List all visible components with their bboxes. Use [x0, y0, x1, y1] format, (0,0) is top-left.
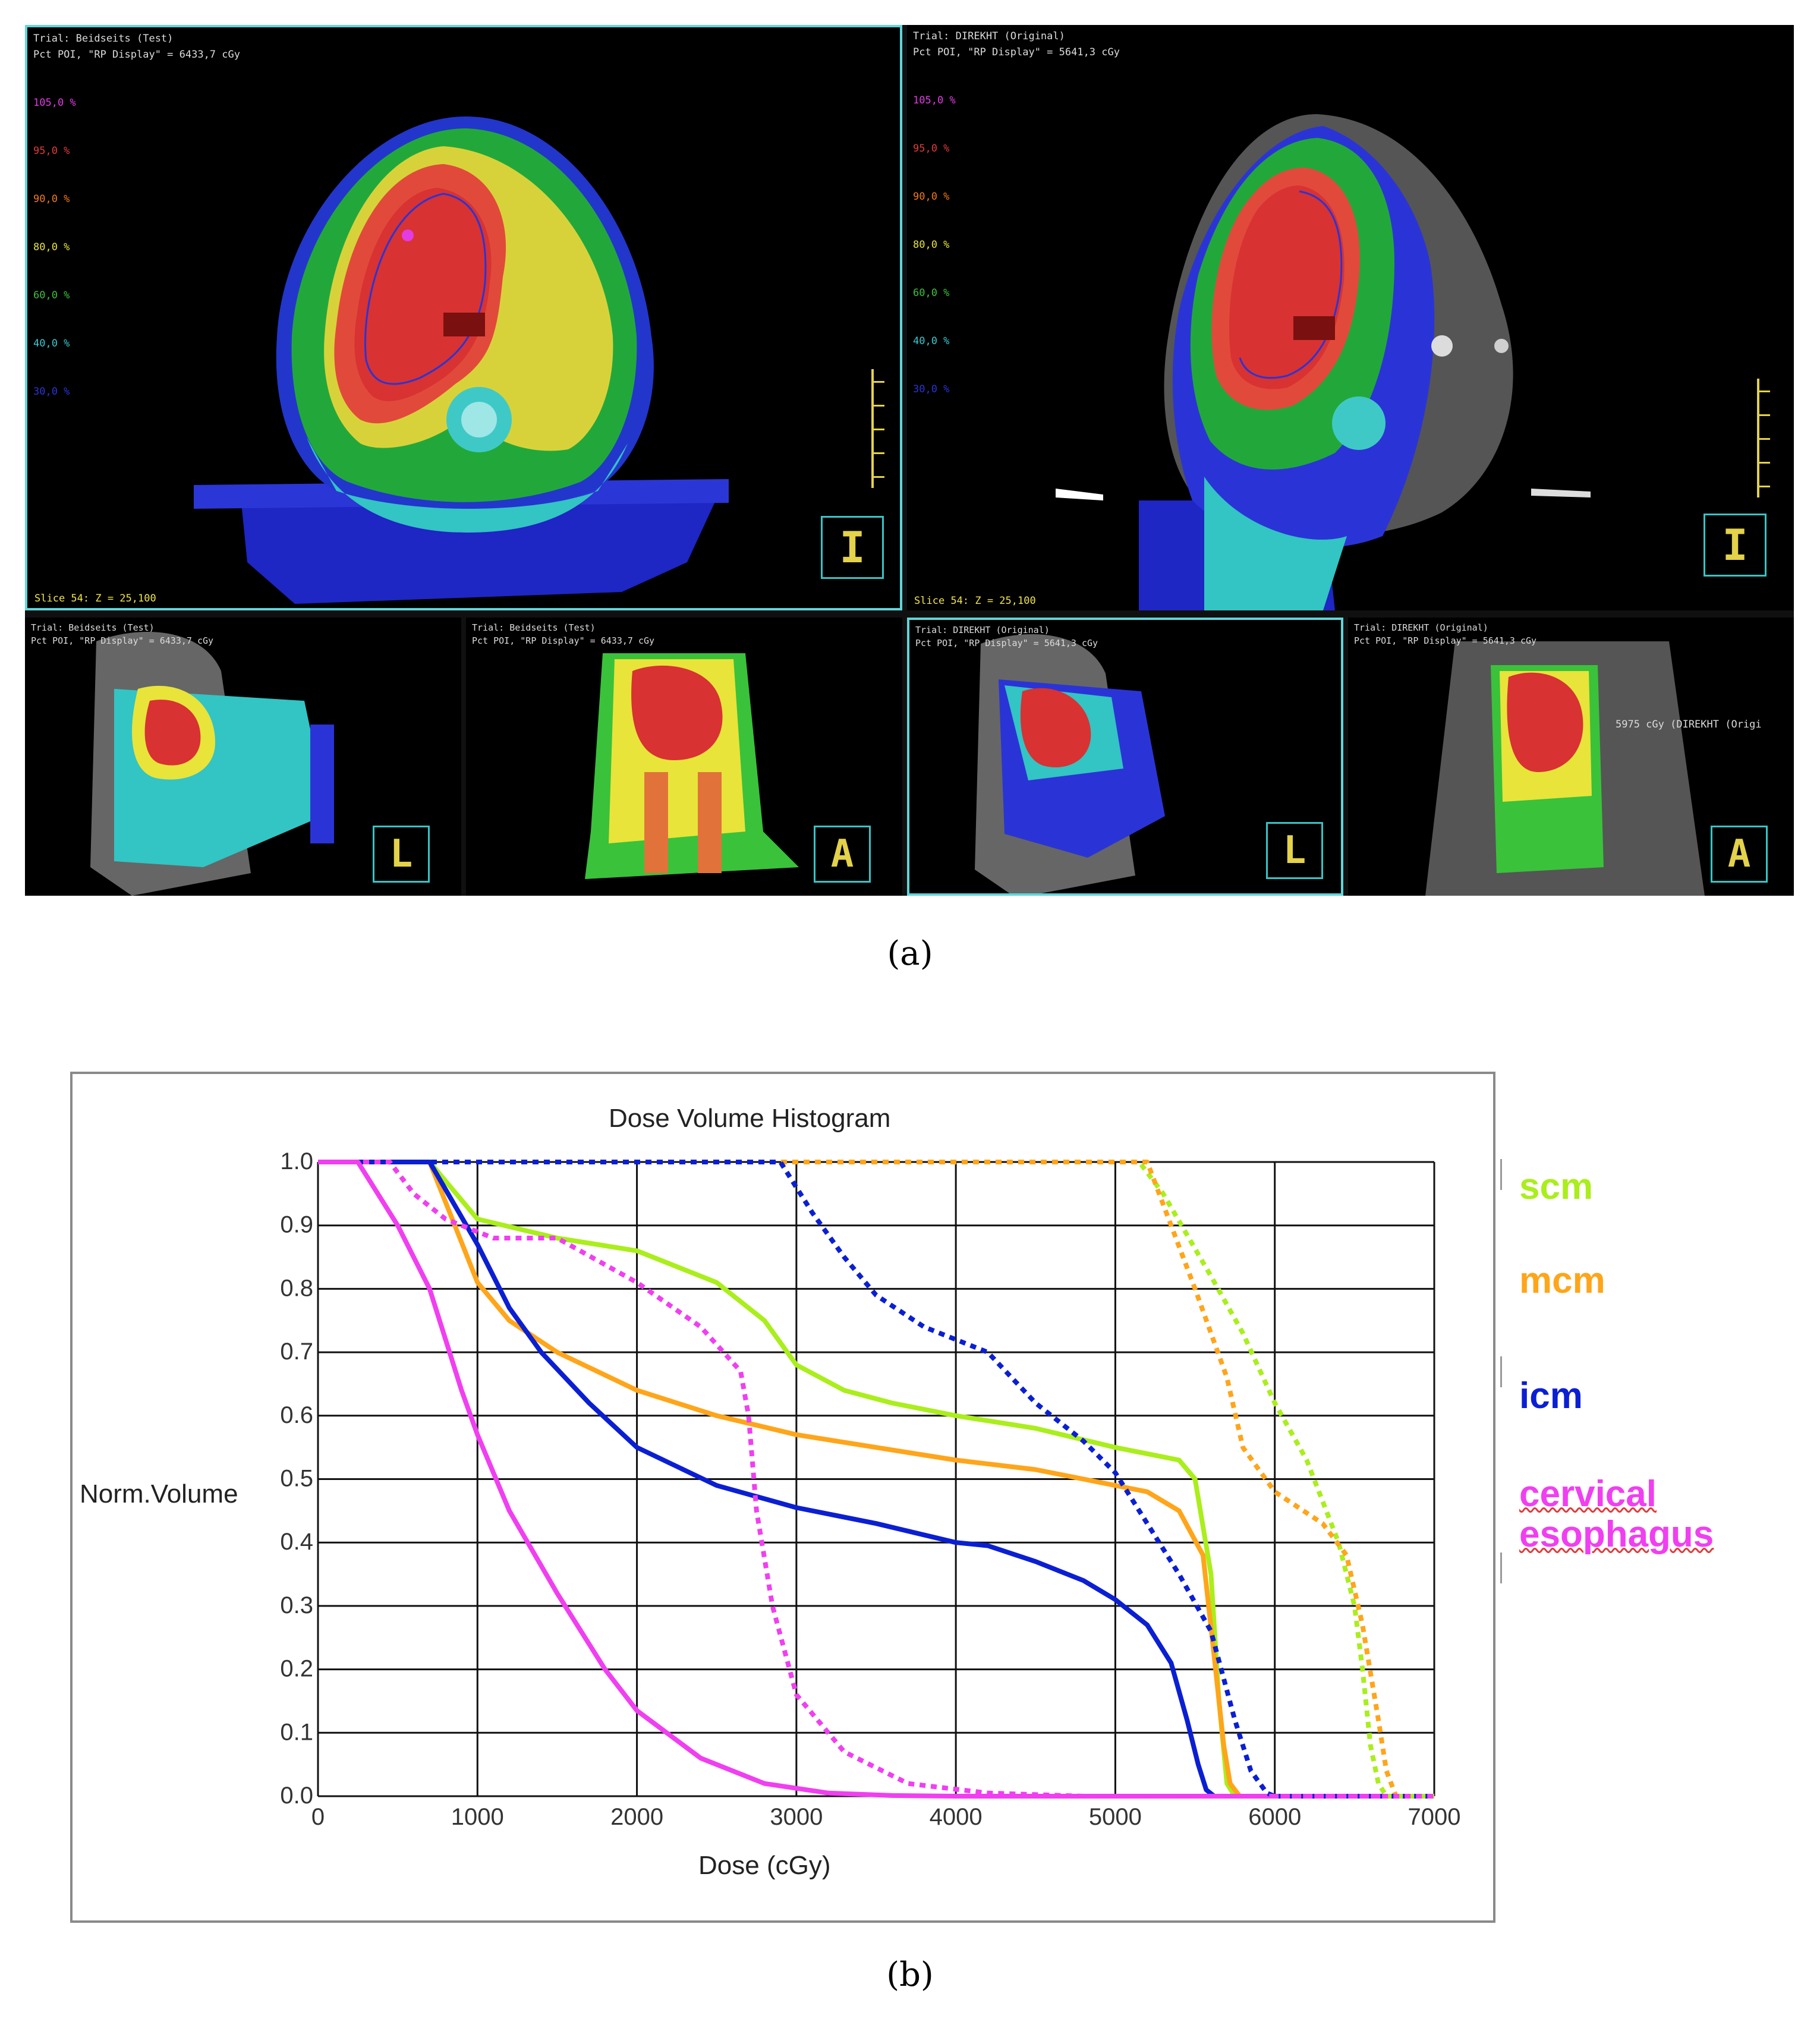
x-tick-label: 3000 [770, 1804, 823, 1830]
isodose-30: 30,0 % [33, 386, 70, 398]
legend-icm: icm [1519, 1375, 1583, 1416]
isodose-30: 30,0 % [913, 383, 950, 395]
slice-label: Slice 54: Z = 25,100 [34, 593, 156, 604]
sagittal-dose-image-left [25, 618, 461, 896]
dose-overlay-coronal-left: Trial: Beidseits (Test) Pct POI, "RP Dis… [472, 622, 655, 646]
slice-label: Slice 54: Z = 25,100 [914, 595, 1036, 607]
isodose-legend-right: 105,0 % 95,0 % 90,0 % 80,0 % 60,0 % 40,0… [913, 61, 956, 430]
isodose-95: 95,0 % [913, 143, 950, 155]
y-tick-label: 1.0 [280, 1148, 313, 1174]
series-line-dotted-7 [318, 1160, 1434, 1799]
sagittal-view-right[interactable]: Trial: DIREKHT (Original) Pct POI, "RP D… [907, 618, 1343, 896]
coronal-dose-image-right [1348, 618, 1794, 896]
isodose-40: 40,0 % [913, 335, 950, 347]
y-tick-label: 0.6 [280, 1402, 313, 1428]
axial-dose-image-left [27, 27, 900, 608]
sagittal-dose-image-right [909, 620, 1341, 893]
y-axis-label: Norm.Volume [80, 1479, 238, 1509]
orientation-marker-coronal[interactable]: A [814, 826, 871, 883]
y-tick-label: 0.3 [280, 1592, 313, 1618]
isodose-legend-left: 105,0 % 95,0 % 90,0 % 80,0 % 60,0 % 40,0… [33, 63, 76, 432]
y-tick-label: 0.5 [280, 1466, 313, 1492]
orientation-marker-sagittal[interactable]: L [1266, 822, 1323, 879]
dose-overlay-sagittal-left: Trial: Beidseits (Test) Pct POI, "RP Dis… [31, 622, 214, 646]
orientation-marker-axial[interactable]: I [1704, 514, 1767, 577]
isodose-80: 80,0 % [33, 241, 70, 253]
orientation-marker-sagittal[interactable]: L [373, 826, 430, 883]
isodose-60: 60,0 % [913, 287, 950, 299]
coronal-dose-image-left [466, 618, 902, 896]
legend-divider [1500, 1553, 1502, 1583]
legend-mcm: mcm [1519, 1260, 1605, 1301]
caption-b: (b) [886, 1955, 934, 1994]
x-axis-label: Dose (cGy) [698, 1851, 831, 1880]
x-tick-label: 1000 [451, 1804, 504, 1830]
poi-readout: Pct POI, "RP Display" = 5641,3 cGy [913, 46, 1120, 58]
coronal-view-right[interactable]: Trial: DIREKHT (Original) Pct POI, "RP D… [1348, 618, 1794, 896]
isodose-95: 95,0 % [33, 145, 70, 157]
isodose-80: 80,0 % [913, 239, 950, 251]
poi-readout: Pct POI, "RP Display" = 6433,7 cGy [33, 49, 240, 61]
x-tick-label: 4000 [930, 1804, 983, 1830]
isodose-90: 90,0 % [913, 191, 950, 203]
y-tick-label: 0.1 [280, 1719, 313, 1745]
y-tick-label: 0.0 [280, 1783, 313, 1809]
legend-divider [1500, 1159, 1502, 1190]
chart-title: Dose Volume Histogram [609, 1104, 891, 1133]
trial-name: Trial: DIREKHT (Original) [913, 30, 1065, 42]
trial-name: Trial: Beidseits (Test) [33, 33, 174, 45]
isodose-105: 105,0 % [913, 95, 956, 106]
y-tick-label: 0.4 [280, 1529, 313, 1555]
axial-dose-image-right [907, 25, 1794, 610]
dose-overlay-left: Trial: Beidseits (Test) Pct POI, "RP Dis… [33, 31, 240, 63]
series-line-dotted-6 [318, 1160, 1434, 1799]
x-tick-label: 6000 [1248, 1804, 1301, 1830]
y-tick-label: 0.2 [280, 1656, 313, 1682]
isodose-60: 60,0 % [33, 289, 70, 301]
legend-scm: scm [1519, 1166, 1594, 1207]
dose-overlay-sagittal-right: Trial: DIREKHT (Original) Pct POI, "RP D… [915, 625, 1098, 648]
dose-overlay-coronal-right: Trial: DIREKHT (Original) Pct POI, "RP D… [1354, 622, 1537, 646]
coronal-view-left[interactable]: Trial: Beidseits (Test) Pct POI, "RP Dis… [466, 618, 902, 896]
legend-cervical-esophagus: cervical esophagus [1519, 1473, 1714, 1555]
x-tick-label: 2000 [610, 1804, 663, 1830]
axial-view-right[interactable]: Trial: DIREKHT (Original) Pct POI, "RP D… [907, 25, 1794, 610]
isodose-40: 40,0 % [33, 338, 70, 349]
dose-overlay-right: Trial: DIREKHT (Original) Pct POI, "RP D… [913, 29, 1120, 61]
legend-divider [1500, 1356, 1502, 1387]
series-line-dotted-5 [318, 1160, 1434, 1799]
dvh-chart-frame [70, 1072, 1495, 1923]
dose-point-note: 5975 cGy (DIREKHT (Origi [1616, 719, 1762, 730]
axial-view-left[interactable]: Trial: Beidseits (Test) Pct POI, "RP Dis… [25, 25, 902, 610]
sagittal-view-left[interactable]: Trial: Beidseits (Test) Pct POI, "RP Dis… [25, 618, 461, 896]
y-tick-label: 0.7 [280, 1339, 313, 1365]
orientation-marker-coronal[interactable]: A [1711, 826, 1768, 883]
series-line-solid-1 [318, 1160, 1434, 1799]
scale-ruler [871, 369, 889, 488]
treatment-plan-panel: Trial: Beidseits (Test) Pct POI, "RP Dis… [25, 25, 1794, 896]
caption-a: (a) [887, 934, 933, 973]
orientation-marker-axial[interactable]: I [821, 516, 884, 579]
series-line-solid-2 [318, 1160, 1434, 1799]
isodose-105: 105,0 % [33, 97, 76, 109]
y-tick-label: 0.9 [280, 1212, 313, 1238]
y-tick-label: 0.8 [280, 1275, 313, 1301]
x-tick-label: 5000 [1089, 1804, 1142, 1830]
series-line-solid-3 [318, 1160, 1434, 1799]
x-tick-label: 7000 [1408, 1804, 1461, 1830]
scale-ruler [1757, 379, 1775, 497]
isodose-90: 90,0 % [33, 193, 70, 205]
x-tick-label: 0 [311, 1804, 325, 1830]
